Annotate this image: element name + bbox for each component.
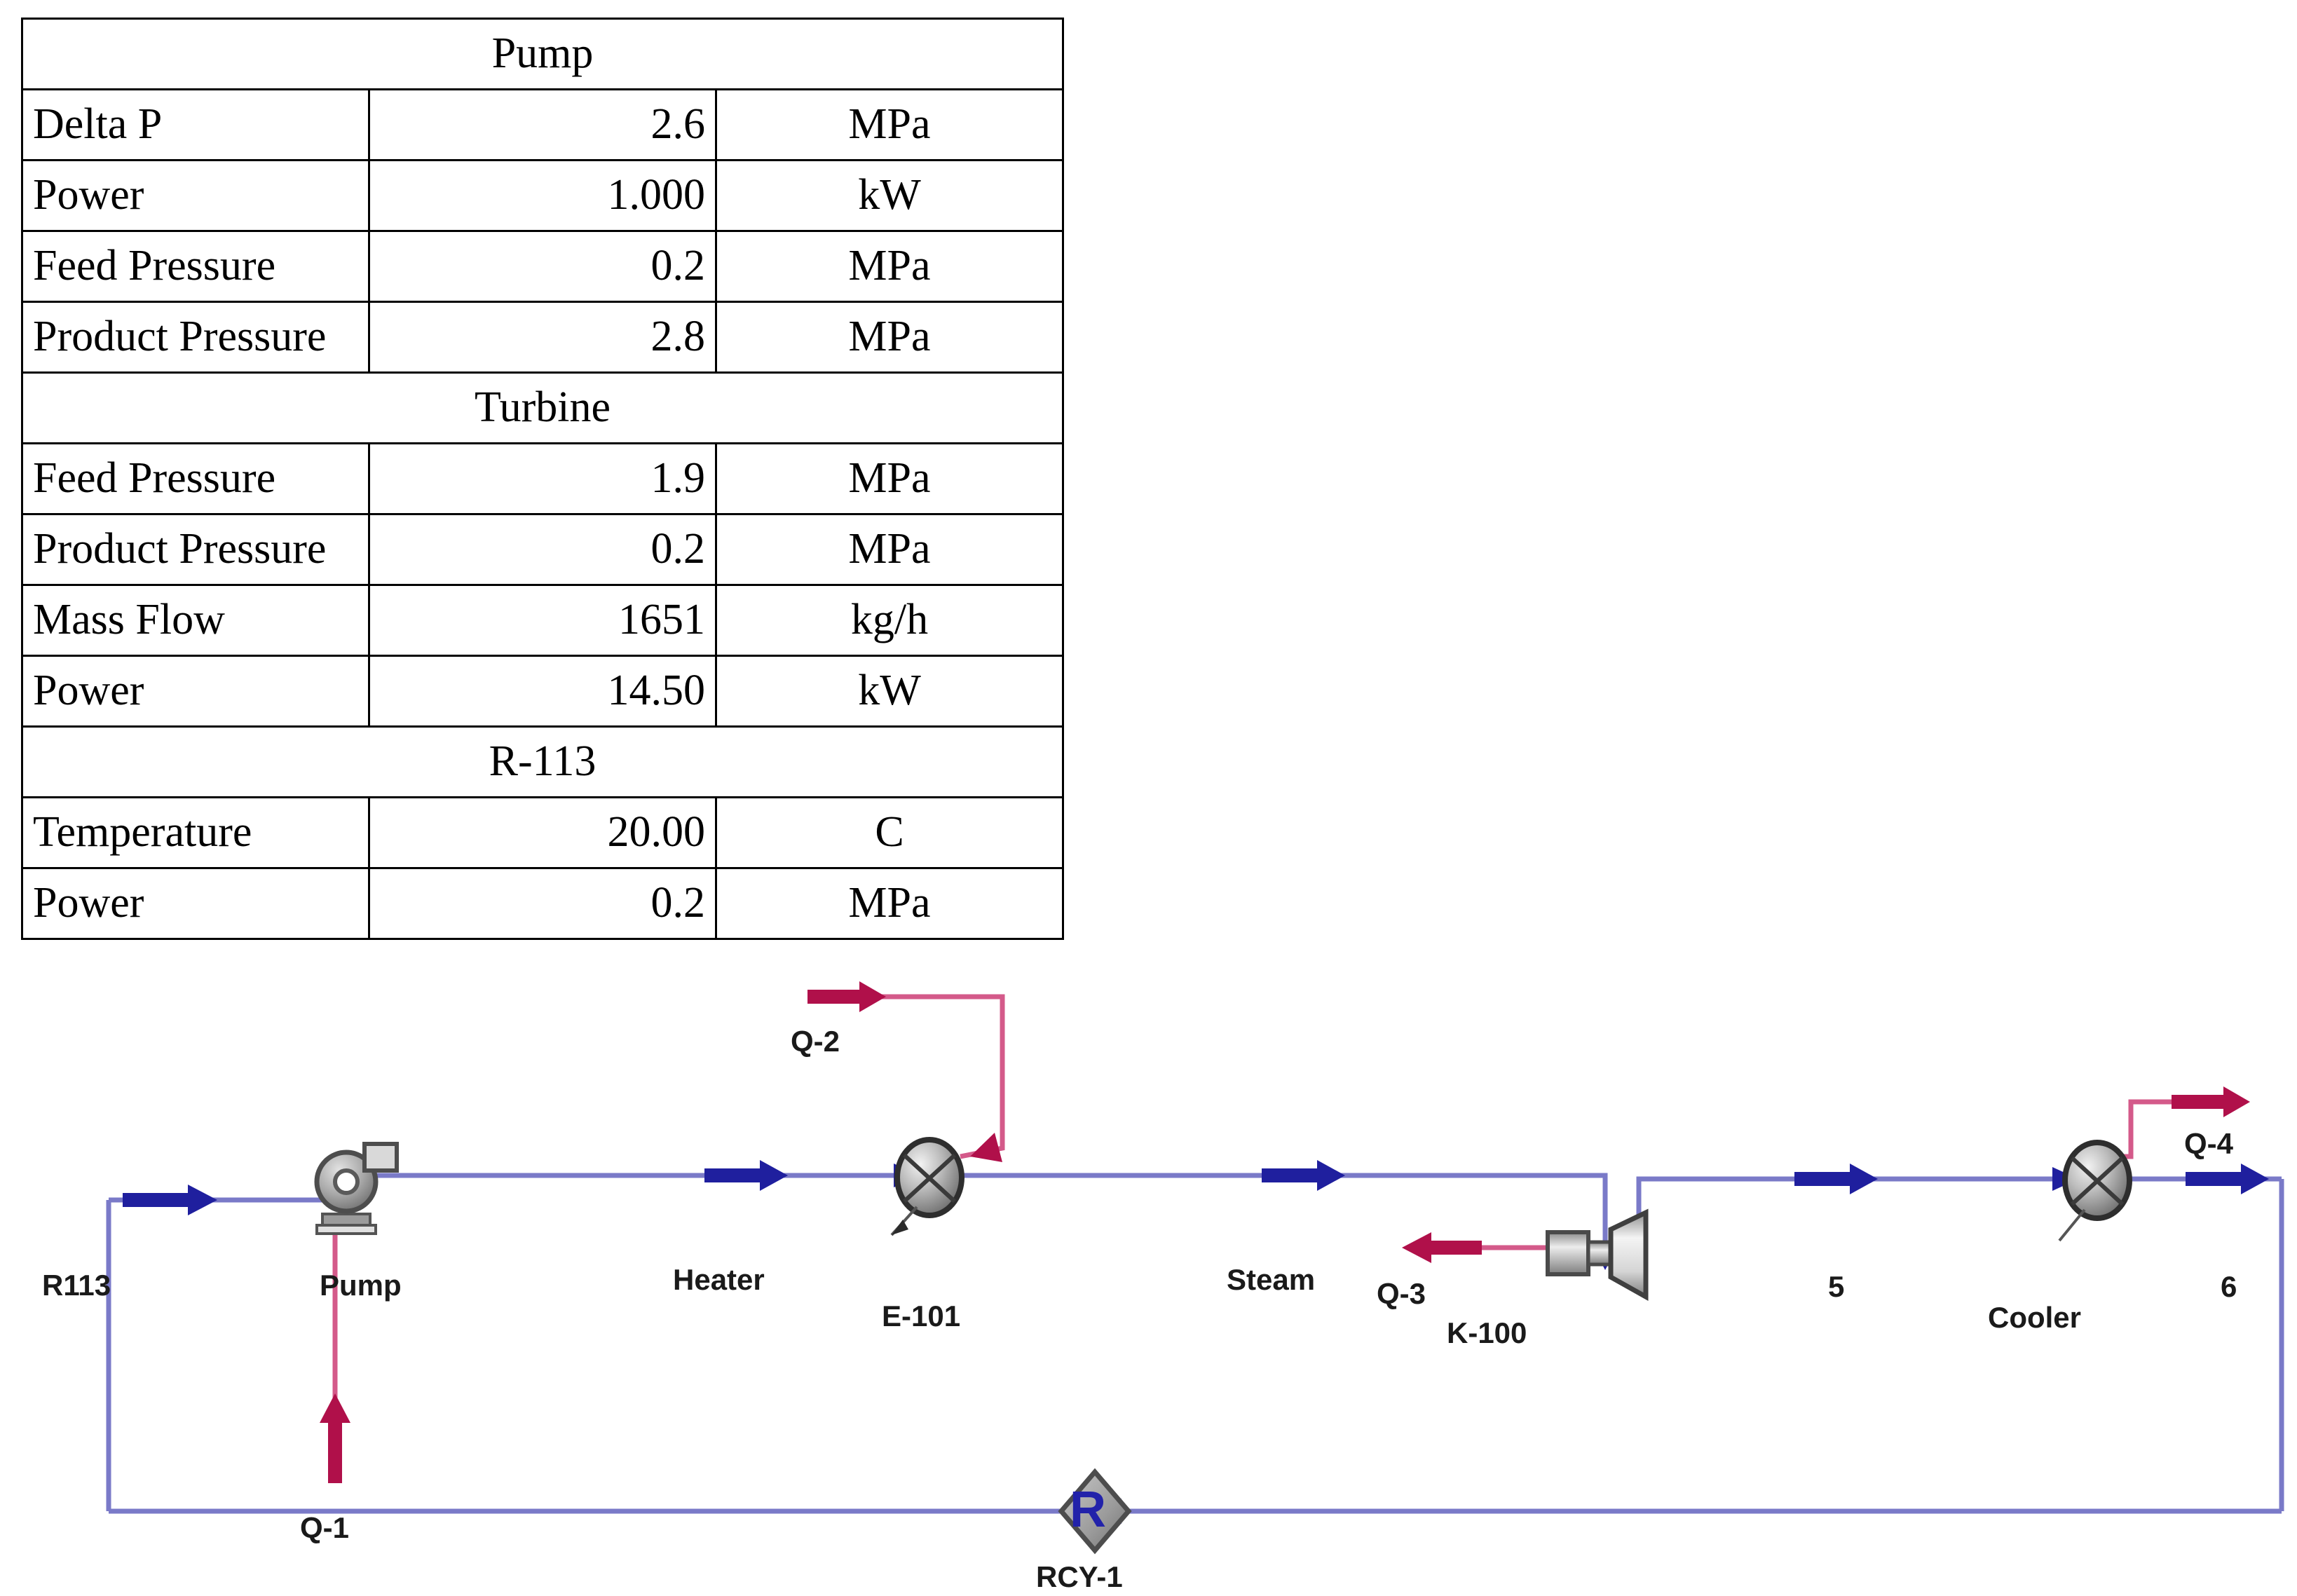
row-parameter: Feed Pressure	[21, 442, 370, 515]
pipe-q2-to-e101	[848, 994, 1005, 1159]
row-unit: kg/h	[715, 584, 1064, 657]
results-table-container: Pump Delta P 2.6 MPa Power 1.000 kW Feed…	[21, 18, 1064, 940]
row-parameter: Feed Pressure	[21, 230, 370, 303]
stream-label-q4: Q-4	[2184, 1127, 2234, 1160]
stream-arrow-6	[2186, 1164, 2269, 1194]
unit-label-e101: E-101	[882, 1300, 960, 1332]
row-unit: MPa	[715, 88, 1064, 161]
stream-label-q1: Q-1	[300, 1511, 349, 1544]
table-row: Product Pressure 0.2 MPa	[21, 513, 1064, 586]
row-unit: MPa	[715, 513, 1064, 586]
stream-arrow-q4	[2172, 1086, 2250, 1117]
stream-label-q2: Q-2	[791, 1025, 840, 1058]
unit-label-k100: K-100	[1447, 1316, 1527, 1349]
row-value: 2.8	[368, 301, 717, 374]
row-parameter: Temperature	[21, 796, 370, 869]
row-parameter: Mass Flow	[21, 584, 370, 657]
row-unit: C	[715, 796, 1064, 869]
stream-arrow-q1	[320, 1393, 350, 1483]
row-value: 2.6	[368, 88, 717, 161]
table-row: Delta P 2.6 MPa	[21, 88, 1064, 161]
stream-label-5: 5	[1828, 1270, 1844, 1303]
row-value: 0.2	[368, 513, 717, 586]
stream-arrow-q3	[1402, 1232, 1482, 1263]
table-row: Product Pressure 2.8 MPa	[21, 301, 1064, 374]
table-row: Power 0.2 MPa	[21, 867, 1064, 940]
table-row: Power 14.50 kW	[21, 655, 1064, 728]
stream-arrow-q2	[807, 981, 886, 1012]
section-title-pump: Pump	[21, 18, 1064, 90]
row-value: 20.00	[368, 796, 717, 869]
results-table: Pump Delta P 2.6 MPa Power 1.000 kW Feed…	[21, 18, 1064, 940]
section-title-turbine: Turbine	[21, 371, 1064, 444]
row-value: 14.50	[368, 655, 717, 728]
heater-icon-e101[interactable]	[890, 1137, 965, 1236]
cooler-icon[interactable]	[2058, 1140, 2132, 1242]
unit-label-cooler: Cooler	[1988, 1301, 2081, 1334]
row-unit: kW	[715, 159, 1064, 232]
row-parameter: Delta P	[21, 88, 370, 161]
row-value: 0.2	[368, 230, 717, 303]
unit-label-pump: Pump	[320, 1269, 402, 1302]
table-section-header-row: Turbine	[21, 371, 1064, 444]
table-row: Temperature 20.00 C	[21, 796, 1064, 869]
table-section-header-row: R-113	[21, 725, 1064, 798]
stream-arrow-r113	[123, 1185, 217, 1215]
stream-label-heater: Heater	[673, 1263, 765, 1296]
stream-arrow-5	[1794, 1164, 1878, 1194]
flowsheet-labels: R113 Pump Heater E-101 Steam 5 6 Q-2 Q-1…	[42, 1025, 2237, 1593]
row-value: 1.000	[368, 159, 717, 232]
row-unit: MPa	[715, 301, 1064, 374]
material-stream-lines	[106, 1173, 2284, 1514]
pump-icon[interactable]	[314, 1142, 399, 1235]
row-parameter: Power	[21, 867, 370, 940]
material-stream-arrows	[123, 1160, 2269, 1524]
energy-stream-arrows	[320, 981, 2250, 1483]
table-section-header-row: Pump	[21, 18, 1064, 90]
unit-label-rcy1: RCY-1	[1036, 1560, 1123, 1593]
row-parameter: Product Pressure	[21, 513, 370, 586]
stream-label-6: 6	[2221, 1270, 2237, 1303]
row-parameter: Product Pressure	[21, 301, 370, 374]
process-flow-diagram: R R113 Pump Heater E-101 Steam 5 6 Q-2 Q…	[0, 946, 2297, 1596]
row-unit: MPa	[715, 230, 1064, 303]
row-value: 1651	[368, 584, 717, 657]
stream-arrow-q2-inlet	[970, 1133, 1002, 1162]
row-unit: MPa	[715, 867, 1064, 940]
energy-stream-lines	[332, 994, 2215, 1476]
stream-label-q3: Q-3	[1377, 1277, 1426, 1310]
table-row: Feed Pressure 1.9 MPa	[21, 442, 1064, 515]
stream-label-steam: Steam	[1227, 1263, 1315, 1296]
section-title-r113: R-113	[21, 725, 1064, 798]
recycle-icon-rcy1[interactable]: R	[1058, 1468, 1132, 1555]
expander-icon-k100[interactable]	[1546, 1208, 1649, 1301]
pipe-e101-to-k100	[953, 1173, 1608, 1255]
row-value: 1.9	[368, 442, 717, 515]
table-row: Power 1.000 kW	[21, 159, 1064, 232]
row-unit: kW	[715, 655, 1064, 728]
recycle-glyph-letter: R	[1070, 1482, 1106, 1538]
row-parameter: Power	[21, 655, 370, 728]
row-unit: MPa	[715, 442, 1064, 515]
stream-arrow-heater	[704, 1160, 788, 1191]
table-row: Feed Pressure 0.2 MPa	[21, 230, 1064, 303]
row-value: 0.2	[368, 867, 717, 940]
stream-arrow-steam	[1262, 1160, 1345, 1191]
stream-label-r113: R113	[42, 1269, 111, 1302]
table-row: Mass Flow 1651 kg/h	[21, 584, 1064, 657]
row-parameter: Power	[21, 159, 370, 232]
